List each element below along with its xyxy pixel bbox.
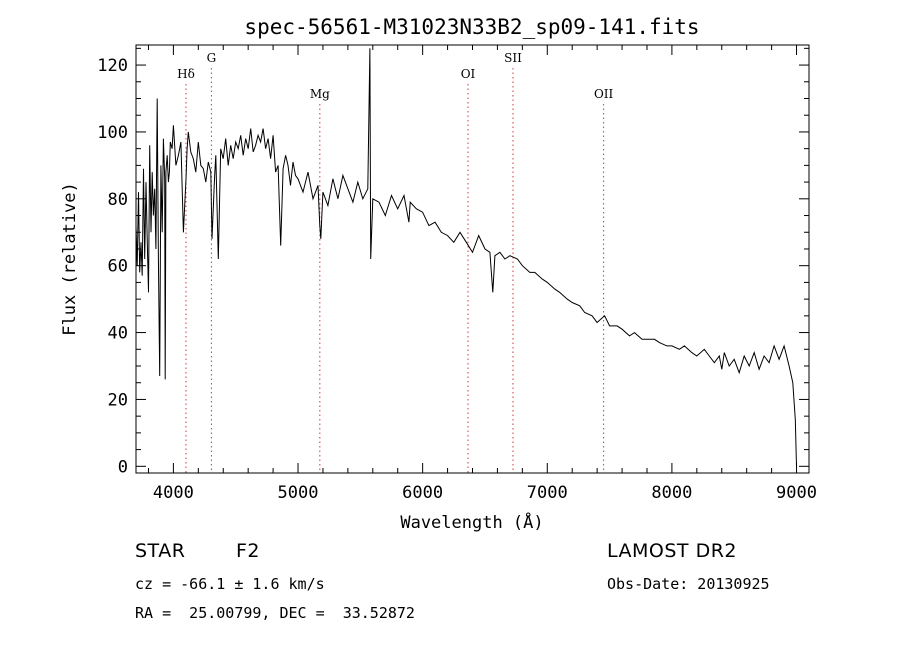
y-tick-label: 20 bbox=[108, 390, 128, 410]
y-tick-label: 80 bbox=[108, 190, 128, 210]
coordinates: RA = 25.00799, DEC = 33.52872 bbox=[135, 604, 415, 622]
obs-date: Obs-Date: 20130925 bbox=[607, 575, 770, 593]
x-tick-label: 6000 bbox=[402, 483, 443, 503]
annotation-lines bbox=[185, 68, 605, 473]
annotation-label: Hδ bbox=[177, 67, 195, 81]
y-tick-label: 60 bbox=[108, 257, 128, 277]
y-tick-label: 120 bbox=[97, 56, 128, 76]
annotation-labels: Hδ G Mg OI SII OII bbox=[177, 51, 613, 101]
x-tick-label: 5000 bbox=[278, 483, 319, 503]
object-type: STAR bbox=[135, 540, 186, 562]
y-tick-label: 100 bbox=[97, 123, 128, 143]
spectral-class: F2 bbox=[236, 540, 261, 562]
x-tick-label: 8000 bbox=[651, 483, 692, 503]
y-tick-label: 0 bbox=[118, 457, 128, 477]
annotation-label: OII bbox=[594, 87, 614, 101]
annotation-label: Mg bbox=[310, 87, 330, 101]
annotation-label: SII bbox=[504, 51, 522, 65]
x-tick-label: 4000 bbox=[153, 483, 194, 503]
x-tick-label: 7000 bbox=[527, 483, 568, 503]
annotation-label: G bbox=[207, 51, 217, 65]
x-axis-label: Wavelength (Å) bbox=[400, 511, 543, 533]
survey-name: LAMOST DR2 bbox=[607, 540, 737, 562]
plot-frame bbox=[135, 44, 810, 474]
tick-labels: 4000 5000 6000 7000 8000 9000 0 20 40 60 80 100 120 bbox=[97, 56, 817, 503]
axis-ticks bbox=[136, 45, 809, 473]
spectrum-line bbox=[135, 48, 797, 467]
annotation-label: OI bbox=[461, 67, 476, 81]
redshift-value: cz = -66.1 ± 1.6 km/s bbox=[135, 575, 325, 593]
x-tick-label: 9000 bbox=[776, 483, 817, 503]
chart-title: spec-56561-M31023N33B2_sp09-141.fits bbox=[244, 15, 699, 39]
y-axis-label: Flux (relative) bbox=[60, 182, 80, 336]
y-tick-label: 40 bbox=[108, 324, 128, 344]
